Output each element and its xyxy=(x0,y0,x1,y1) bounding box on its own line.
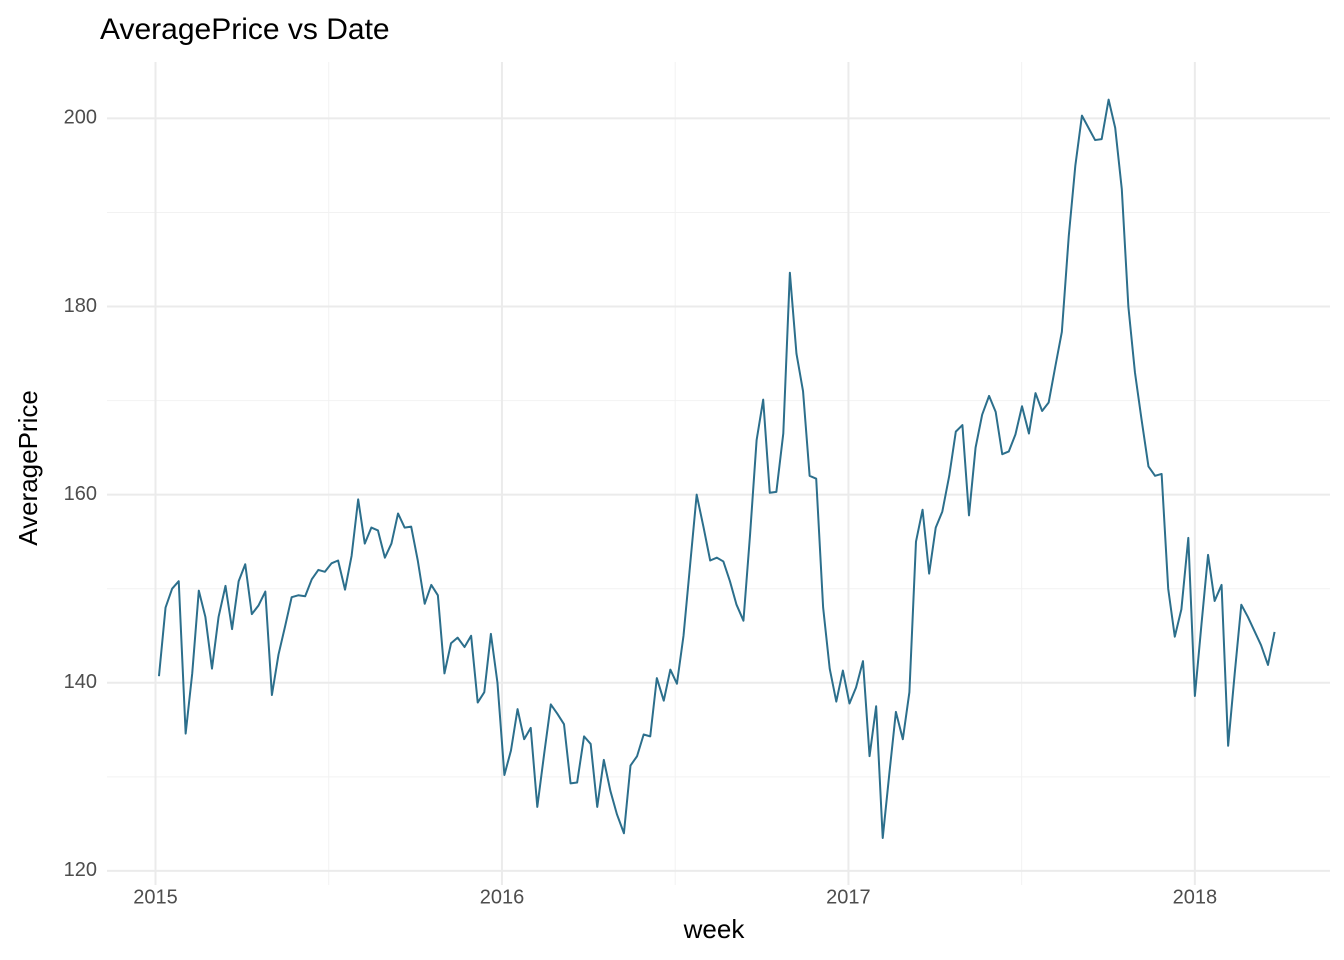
y-axis-label: AveragePrice xyxy=(13,390,43,546)
y-tick-label: 140 xyxy=(64,671,97,693)
y-tick-label: 120 xyxy=(64,859,97,881)
x-tick-label: 2016 xyxy=(480,886,525,908)
chart-title: AveragePrice vs Date xyxy=(100,13,390,46)
x-axis-label: week xyxy=(683,914,746,944)
y-tick-label: 180 xyxy=(64,295,97,317)
y-tick-label: 160 xyxy=(64,483,97,505)
x-tick-label: 2015 xyxy=(133,886,178,908)
y-tick-label: 200 xyxy=(64,107,97,129)
x-tick-label: 2018 xyxy=(1173,886,1218,908)
data-line xyxy=(157,98,1276,839)
x-tick-label: 2017 xyxy=(826,886,871,908)
